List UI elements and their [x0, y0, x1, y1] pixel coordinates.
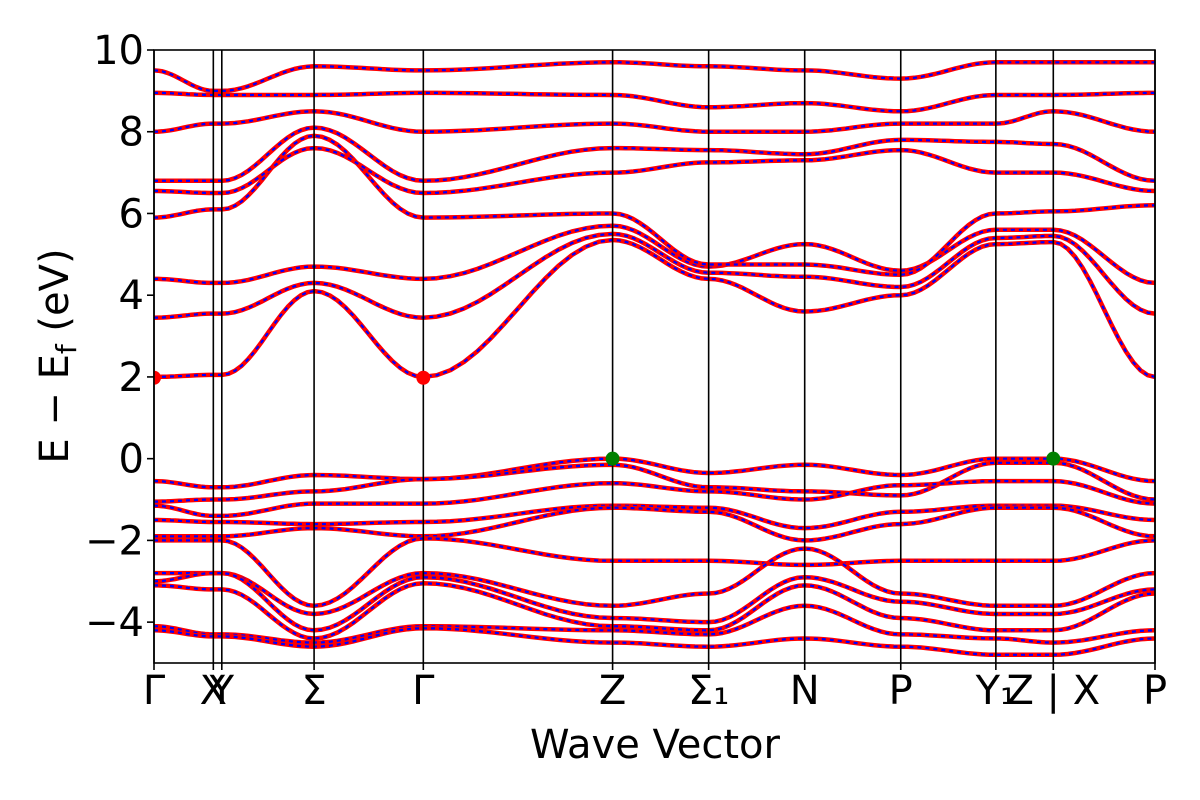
band-5-dashed-overlay [154, 126, 1155, 182]
band-10-dashed-overlay [154, 461, 1155, 503]
x-tick-label-11: P [1143, 668, 1167, 714]
band-1-dashed-overlay [154, 232, 1155, 319]
y-ticks: −4 −2 0 2 4 6 8 10 [85, 28, 154, 646]
extrema-markers [154, 370, 1061, 466]
x-tick-label-6: Σ₁ [688, 668, 729, 714]
band-19-dashed-overlay [154, 627, 1155, 656]
band-17-dashed-overlay [154, 582, 1155, 640]
x-tick-label-0: Γ [143, 668, 166, 714]
vbm-marker-2 [605, 451, 620, 466]
y-tick-label-6: 8 [119, 110, 144, 156]
plot-frame [153, 49, 1156, 664]
x-tick-label-8: P [889, 668, 913, 714]
x-tick-label-3: Σ [301, 668, 326, 714]
y-axis-label-main: E − E [32, 354, 78, 464]
band-7-dashed-overlay [154, 91, 1155, 113]
y-tick-label-3: 2 [119, 355, 144, 401]
x-tick-label-9: Y₁ [975, 668, 1016, 714]
y-tick-label-5: 6 [119, 191, 144, 237]
band-6-dashed-overlay [154, 110, 1155, 133]
y-axis-label: E − Ef (eV) [32, 248, 83, 463]
x-tick-label-10: Z | X [1006, 668, 1100, 714]
band-0-dashed-overlay [154, 238, 1155, 378]
x-tick-label-2: Y [209, 668, 235, 714]
band-8-dashed-overlay [154, 61, 1155, 92]
kpoint-lines [153, 50, 1156, 663]
x-axis-label: Wave Vector [530, 722, 781, 768]
x-tick-label-7: N [790, 668, 820, 714]
x-tick-label-1: X [200, 668, 227, 714]
band-13-dashed-overlay [154, 506, 1155, 542]
band-11-dashed-overlay [154, 480, 1155, 517]
y-tick-label-2: 0 [119, 437, 144, 483]
bands-layer [154, 60, 1155, 658]
y-tick-label-4: 4 [119, 273, 144, 319]
band-16-dashed-overlay [154, 572, 1155, 632]
band-2-dashed-overlay [154, 224, 1155, 284]
band-14-dashed-overlay [154, 537, 1155, 607]
vbm-marker-3 [1046, 451, 1061, 466]
x-tick-label-5: Z [599, 668, 626, 714]
y-axis-label-unit: (eV) [32, 248, 78, 344]
band-3-dashed-overlay [154, 134, 1155, 276]
y-tick-label-1: −2 [85, 518, 144, 564]
y-tick-label-7: 10 [93, 28, 144, 74]
band-4-dashed-overlay [154, 147, 1155, 195]
x-tick-label-4: Γ [412, 668, 435, 714]
y-axis-label-sub: f [50, 343, 83, 354]
cbm-marker-0 [154, 370, 161, 385]
cbm-marker-1 [416, 370, 431, 385]
y-tick-label-0: −4 [85, 600, 144, 646]
band-9-dashed-overlay [154, 457, 1155, 489]
